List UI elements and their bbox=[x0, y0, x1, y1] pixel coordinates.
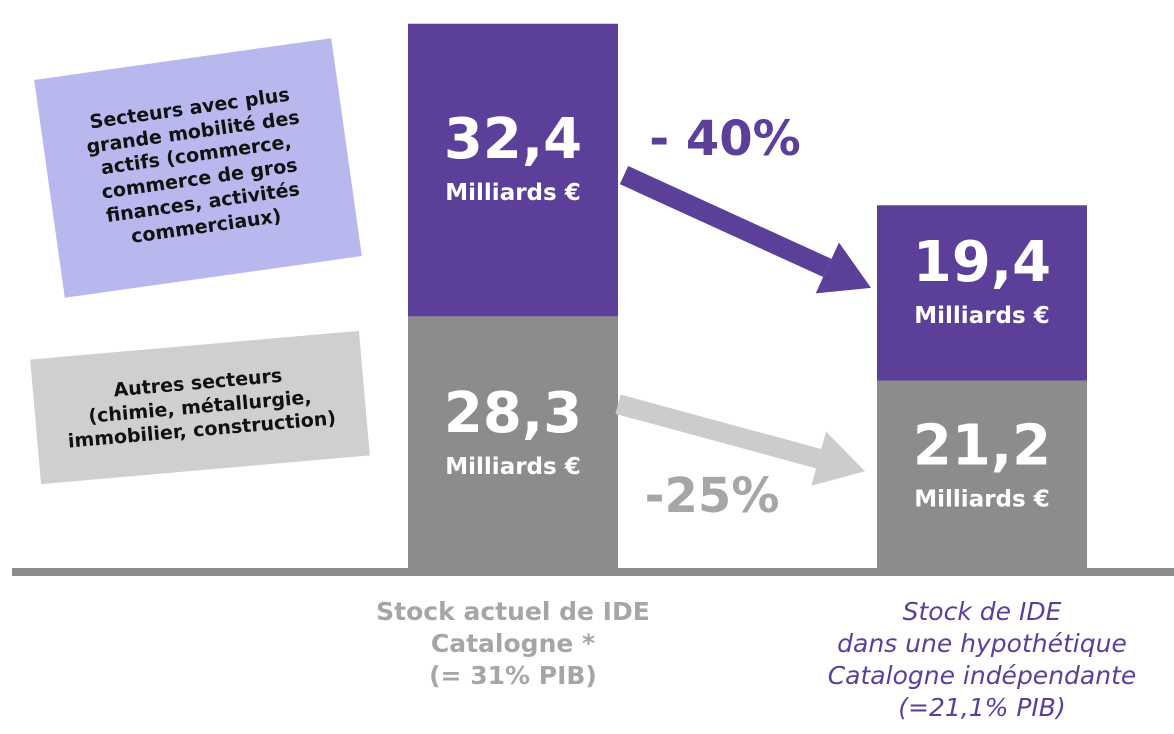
annotation: -25% bbox=[645, 468, 780, 524]
arrow-shaft bbox=[615, 394, 822, 469]
unit-label: Milliards € bbox=[445, 180, 580, 206]
bar-segment bbox=[877, 205, 1087, 381]
baseline bbox=[12, 568, 1174, 576]
legend-box: Secteurs avec plus grande mobilité des a… bbox=[34, 38, 362, 298]
category-label: Stock actuel de IDE Catalogne * (= 31% P… bbox=[376, 597, 650, 690]
arrow-head bbox=[811, 431, 865, 486]
value-label: 32,4 bbox=[444, 107, 582, 172]
category-label: Stock de IDE dans une hypothétique Catal… bbox=[827, 597, 1137, 722]
annotation: - 40% bbox=[649, 111, 801, 167]
bar-segment bbox=[408, 23, 618, 317]
value-label: 21,2 bbox=[913, 413, 1051, 478]
bar-segment bbox=[408, 316, 618, 572]
unit-label: Milliards € bbox=[914, 486, 1049, 512]
value-label: 19,4 bbox=[913, 230, 1051, 295]
value-label: 28,3 bbox=[444, 381, 582, 446]
unit-label: Milliards € bbox=[445, 454, 580, 480]
arrow-head bbox=[815, 242, 871, 294]
unit-label: Milliards € bbox=[914, 303, 1049, 329]
arrow-shaft bbox=[619, 165, 832, 278]
bar-segment bbox=[877, 380, 1087, 572]
